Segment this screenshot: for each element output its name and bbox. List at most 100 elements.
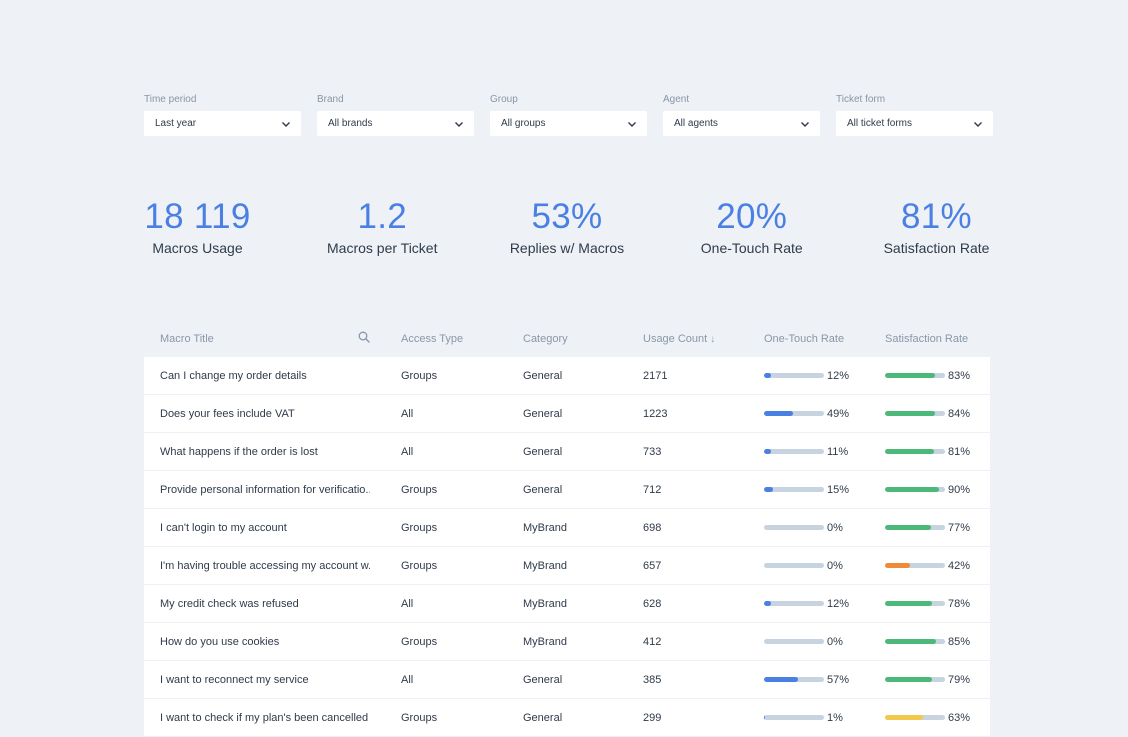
brand-select[interactable]: All brands xyxy=(317,111,474,136)
kpi-satisfaction-rate: 81% Satisfaction Rate xyxy=(849,196,1024,256)
column-header-label: Satisfaction Rate xyxy=(885,332,969,345)
access-type: Groups xyxy=(401,635,438,648)
access-type: All xyxy=(401,597,414,610)
one-touch-value: 12% xyxy=(827,597,850,610)
satisfaction-value: 77% xyxy=(948,521,971,534)
category: General xyxy=(523,673,563,686)
kpi-strip: 18 119 Macros Usage 1.2 Macros per Ticke… xyxy=(110,196,1024,256)
category: MyBrand xyxy=(523,597,568,610)
one-touch-bar xyxy=(764,677,824,682)
cell-macro-title: How do you use cookies xyxy=(144,636,386,648)
filter-label: Brand xyxy=(317,94,344,105)
usage-count: 2171 xyxy=(643,369,668,382)
access-type: All xyxy=(401,445,414,458)
table-header: Macro Title Access Type Category Usage C… xyxy=(144,320,990,357)
one-touch-value: 11% xyxy=(827,445,849,458)
one-touch-value: 57% xyxy=(827,673,850,686)
column-header-one-touch-rate[interactable]: One-Touch Rate xyxy=(749,333,870,345)
cell-satisfaction-rate: 84% xyxy=(870,408,990,420)
table-row[interactable]: I'm having trouble accessing my account … xyxy=(144,547,990,585)
select-value: All groups xyxy=(501,118,546,129)
category: General xyxy=(523,711,563,724)
cell-usage-count: 698 xyxy=(628,522,749,534)
macros-table: Macro Title Access Type Category Usage C… xyxy=(144,320,990,737)
satisfaction-value: 90% xyxy=(948,483,971,496)
table-row[interactable]: What happens if the order is lost All Ge… xyxy=(144,433,990,471)
table-row[interactable]: I can't login to my account Groups MyBra… xyxy=(144,509,990,547)
cell-macro-title: I can't login to my account xyxy=(144,522,386,534)
cell-access-type: All xyxy=(386,446,507,458)
kpi-value: 81% xyxy=(901,197,972,236)
usage-count: 628 xyxy=(643,597,662,610)
satisfaction-value: 79% xyxy=(948,673,971,686)
cell-access-type: All xyxy=(386,674,507,686)
group-select[interactable]: All groups xyxy=(490,111,647,136)
column-header-access-type[interactable]: Access Type xyxy=(386,333,507,345)
table-row[interactable]: Does your fees include VAT All General 1… xyxy=(144,395,990,433)
cell-satisfaction-rate: 83% xyxy=(870,370,990,382)
column-header-usage-count[interactable]: Usage Count ↓ xyxy=(628,333,749,345)
satisfaction-value: 83% xyxy=(948,369,971,382)
ticket-form-select[interactable]: All ticket forms xyxy=(836,111,993,136)
column-header-label: One-Touch Rate xyxy=(764,332,845,345)
cell-macro-title: Provide personal information for verific… xyxy=(144,484,386,496)
satisfaction-bar xyxy=(885,601,945,606)
filter-label: Agent xyxy=(663,94,690,105)
cell-category: MyBrand xyxy=(507,560,628,572)
satisfaction-bar xyxy=(885,487,945,492)
one-touch-value: 15% xyxy=(827,483,850,496)
cell-one-touch-rate: 15% xyxy=(749,484,870,496)
filter-agent: Agent All agents xyxy=(663,94,820,136)
one-touch-fill xyxy=(764,449,771,454)
column-header-macro-title[interactable]: Macro Title xyxy=(144,331,386,345)
one-touch-bar xyxy=(764,487,824,492)
cell-access-type: All xyxy=(386,598,507,610)
access-type: All xyxy=(401,673,414,686)
usage-count: 733 xyxy=(643,445,662,458)
cell-satisfaction-rate: 81% xyxy=(870,446,990,458)
agent-select[interactable]: All agents xyxy=(663,111,820,136)
category: General xyxy=(523,445,563,458)
cell-one-touch-rate: 0% xyxy=(749,636,870,648)
cell-macro-title: My credit check was refused xyxy=(144,598,386,610)
filter-bar: Time period Last year Brand All brands G… xyxy=(144,94,993,136)
access-type: Groups xyxy=(401,483,438,496)
cell-category: General xyxy=(507,712,628,724)
table-row[interactable]: Provide personal information for verific… xyxy=(144,471,990,509)
column-header-category[interactable]: Category xyxy=(507,333,628,345)
cell-satisfaction-rate: 63% xyxy=(870,712,990,724)
cell-one-touch-rate: 1% xyxy=(749,712,870,724)
one-touch-fill xyxy=(764,373,772,378)
table-row[interactable]: My credit check was refused All MyBrand … xyxy=(144,585,990,623)
usage-count: 1223 xyxy=(643,407,668,420)
table-row[interactable]: I want to reconnect my service All Gener… xyxy=(144,661,990,699)
kpi-macros-per-ticket: 1.2 Macros per Ticket xyxy=(295,196,470,256)
cell-usage-count: 657 xyxy=(628,560,749,572)
table-row[interactable]: Can I change my order details Groups Gen… xyxy=(144,357,990,395)
satisfaction-bar xyxy=(885,373,945,378)
table-row[interactable]: How do you use cookies Groups MyBrand 41… xyxy=(144,623,990,661)
kpi-value: 53% xyxy=(531,197,603,236)
cell-one-touch-rate: 12% xyxy=(749,370,870,382)
category: General xyxy=(523,407,563,420)
column-header-label: Usage Count xyxy=(643,332,708,345)
chevron-down-icon xyxy=(801,121,809,127)
one-touch-bar xyxy=(764,449,824,454)
search-icon[interactable] xyxy=(358,331,370,343)
macro-title: Provide personal information for verific… xyxy=(160,483,370,496)
cell-access-type: Groups xyxy=(386,370,507,382)
category: MyBrand xyxy=(523,635,568,648)
access-type: Groups xyxy=(401,711,438,724)
cell-access-type: Groups xyxy=(386,712,507,724)
one-touch-bar xyxy=(764,715,824,720)
category: MyBrand xyxy=(523,521,568,534)
kpi-value: 18 119 xyxy=(144,197,251,236)
table-row[interactable]: I want to check if my plan's been cancel… xyxy=(144,699,990,737)
satisfaction-fill xyxy=(885,601,932,606)
one-touch-value: 49% xyxy=(827,407,850,420)
time-period-select[interactable]: Last year xyxy=(144,111,301,136)
select-value: All brands xyxy=(328,118,373,129)
one-touch-bar xyxy=(764,639,824,644)
column-header-satisfaction-rate[interactable]: Satisfaction Rate xyxy=(870,333,990,345)
satisfaction-fill xyxy=(885,677,933,682)
